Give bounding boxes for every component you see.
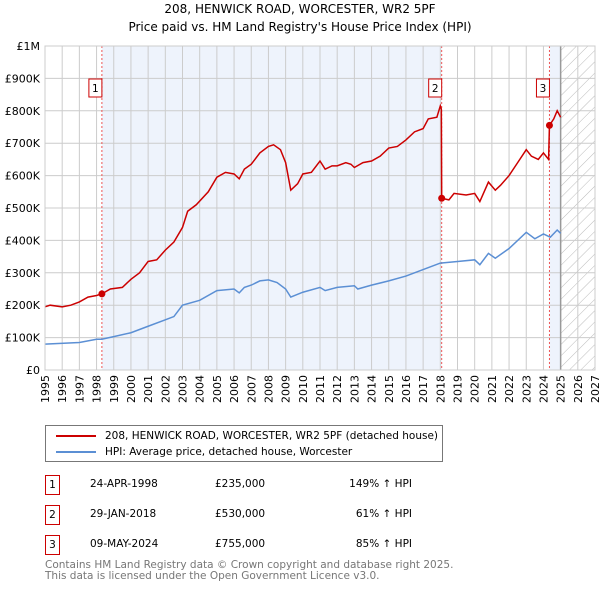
- chart-title: 208, HENWICK ROAD, WORCESTER, WR2 5PF: [164, 2, 436, 16]
- sale-label: 3: [540, 83, 547, 95]
- legend-blue-line: [56, 451, 96, 453]
- sale-label-box: [88, 78, 103, 98]
- x-tick-label: 2024: [537, 375, 550, 403]
- footer-licence: This data is licensed under the Open Gov…: [45, 570, 380, 582]
- x-tick-label: 2016: [400, 375, 413, 403]
- sale-point: [438, 194, 446, 202]
- sale-hpi: 149% ↑ HPI: [349, 478, 412, 490]
- sale-marker-box: 1: [45, 475, 60, 495]
- series-line: [44, 103, 562, 308]
- sale-point: [545, 121, 553, 129]
- y-tick-label: £0: [26, 364, 40, 377]
- x-tick-label: 1998: [91, 375, 104, 403]
- chart-subtitle: Price paid vs. HM Land Registry's House …: [128, 20, 472, 34]
- sale-row: 2 29-JAN-2018 £530,000 61% ↑ HPI: [45, 505, 445, 525]
- x-tick-label: 2027: [589, 375, 600, 403]
- legend: 208, HENWICK ROAD, WORCESTER, WR2 5PF (d…: [45, 425, 443, 462]
- sale-row: 1 24-APR-1998 £235,000 149% ↑ HPI: [45, 475, 445, 495]
- price-chart: 1995 1996 1997 1998 1999 2000 2001 2002 2003 2004…: [5, 40, 600, 403]
- sale-row: 3 09-MAY-2024 £755,000 85% ↑ HPI: [45, 535, 445, 555]
- sale-marker-box: 3: [45, 535, 60, 555]
- sale-marker-box: 2: [45, 505, 60, 525]
- x-tick-label: 2012: [331, 375, 344, 403]
- footer-copyright: Contains HM Land Registry data © Crown c…: [45, 559, 454, 571]
- y-tick-label: £1M: [17, 40, 41, 53]
- x-tick-label: 2017: [417, 375, 430, 403]
- x-tick-label: 2003: [177, 375, 190, 403]
- x-tick-label: 2011: [314, 375, 327, 403]
- x-tick-label: 2026: [572, 375, 585, 403]
- y-tick-label: £800K: [5, 105, 41, 118]
- x-tick-label: 2020: [469, 375, 482, 403]
- y-tick-label: £600K: [5, 170, 41, 183]
- sale-hpi: 61% ↑ HPI: [355, 508, 412, 520]
- series-line: [44, 228, 562, 345]
- x-tick-label: 1995: [39, 375, 52, 403]
- x-tick-label: 2007: [245, 375, 258, 403]
- sale-price: £530,000: [215, 508, 266, 520]
- sale-hpi: 85% ↑ HPI: [355, 538, 412, 550]
- x-tick-label: 2025: [555, 375, 568, 403]
- x-tick-label: 1996: [56, 375, 69, 403]
- x-tick-label: 2013: [348, 375, 361, 403]
- sale-date: 29-JAN-2018: [90, 508, 157, 520]
- sale-label-box: [428, 78, 443, 98]
- x-tick-label: 1997: [73, 375, 86, 403]
- y-tick-label: £500K: [5, 202, 41, 215]
- sale-label: 2: [432, 83, 439, 95]
- x-tick-label: 2002: [159, 375, 172, 403]
- x-tick-label: 1999: [108, 375, 121, 403]
- x-tick-label: 2001: [142, 375, 155, 403]
- y-tick-label: £200K: [5, 299, 41, 312]
- x-tick-label: 2023: [520, 375, 533, 403]
- y-tick-label: £900K: [5, 72, 41, 85]
- sale-price: £235,000: [215, 478, 266, 490]
- sale-date: 24-APR-1998: [90, 478, 158, 490]
- x-tick-label: 2000: [125, 375, 138, 403]
- plot-border: [44, 45, 596, 371]
- x-tick-label: 2005: [211, 375, 224, 403]
- sale-label: 1: [92, 83, 99, 95]
- x-tick-label: 2021: [486, 375, 499, 403]
- x-tick-label: 2018: [434, 375, 447, 403]
- sale-label-box: [535, 78, 550, 98]
- y-tick-label: £100K: [5, 332, 41, 345]
- x-tick-label: 2006: [228, 375, 241, 403]
- x-tick-label: 2019: [452, 375, 465, 403]
- sale-price: £755,000: [215, 538, 266, 550]
- y-tick-label: £300K: [5, 267, 41, 280]
- y-tick-label: £400K: [5, 234, 41, 247]
- sale-point: [98, 290, 106, 298]
- legend-red-line: [56, 435, 96, 437]
- x-tick-label: 2015: [383, 375, 396, 403]
- x-tick-label: 2009: [280, 375, 293, 403]
- x-tick-label: 2008: [262, 375, 275, 403]
- x-tick-label: 2004: [194, 375, 207, 403]
- x-tick-label: 2010: [297, 375, 310, 403]
- x-tick-label: 2014: [366, 375, 379, 403]
- y-tick-label: £700K: [5, 137, 41, 150]
- legend-property: 208, HENWICK ROAD, WORCESTER, WR2 5PF (d…: [105, 430, 439, 442]
- legend-hpi: HPI: Average price, detached house, Worc…: [105, 446, 353, 458]
- sale-date: 09-MAY-2024: [90, 538, 159, 550]
- x-tick-label: 2022: [503, 375, 516, 403]
